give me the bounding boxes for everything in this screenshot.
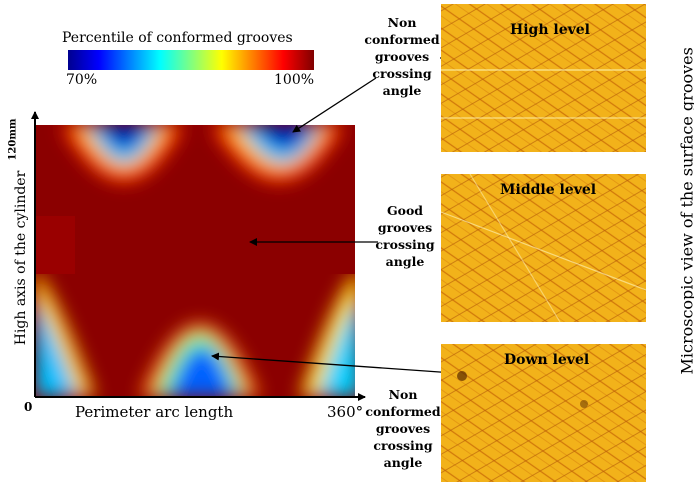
micrograph-label-high: High level	[510, 22, 590, 38]
callout-top: Non conformed grooves crossing angle	[364, 15, 440, 98]
callout-bottom: Non conformed grooves crossing angle	[365, 387, 441, 470]
x-axis-label: Perimeter arc length	[75, 403, 234, 421]
heat-bot-left-core	[35, 300, 78, 397]
x-end-label: 360°	[327, 403, 364, 421]
arrow-top	[292, 77, 377, 133]
heat-bot-right-core	[318, 305, 355, 397]
micrograph-label-down: Down level	[504, 352, 590, 368]
good-band	[35, 216, 355, 274]
micrographs-side-label: Microscopic view of the surface grooves	[677, 47, 694, 375]
heatmap	[35, 125, 355, 397]
colorbar-title: Percentile of conformed grooves	[62, 30, 293, 46]
colorbar-min-label: 70%	[66, 72, 98, 88]
micrograph-middle	[440, 173, 647, 323]
y-axis-label: High axis of the cylinder	[13, 170, 29, 346]
micrograph-label-middle: Middle level	[500, 182, 597, 198]
band-left-edge	[35, 216, 75, 274]
micrograph-down	[441, 344, 646, 482]
micrograph-high	[441, 4, 646, 152]
origin-label: 0	[24, 400, 33, 414]
callout-middle: Good grooves crossing angle	[375, 203, 435, 269]
colorbar-max-label: 100%	[274, 72, 315, 88]
colorbar	[68, 50, 314, 70]
arrow-bottom	[211, 352, 469, 375]
heat-top-left-deep	[100, 125, 148, 150]
